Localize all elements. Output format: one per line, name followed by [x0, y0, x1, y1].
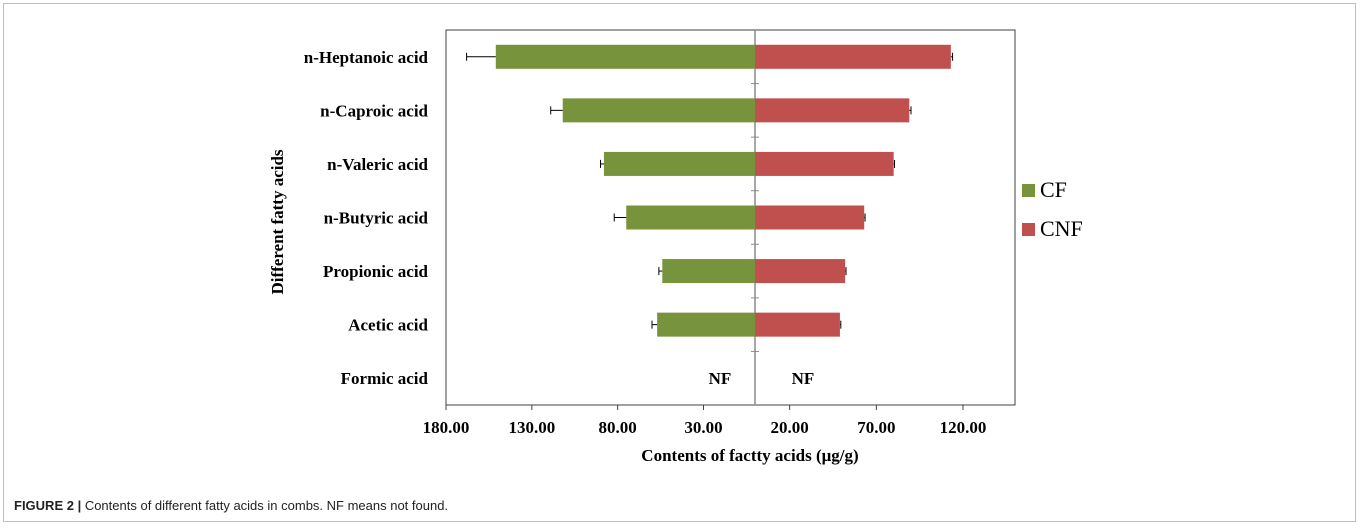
caption-text: Contents of different fatty acids in com… — [81, 498, 449, 513]
category-label: n-Valeric acid — [327, 155, 428, 174]
x-tick-label: 70.00 — [857, 418, 895, 437]
cnf-bar — [755, 205, 865, 230]
figure-frame — [3, 3, 1356, 522]
legend-cnf-label: CNF — [1040, 216, 1083, 241]
chart: n-Heptanoic acid n-Caproic acid n-Valeric … — [268, 29, 1083, 465]
x-tick-label: 20.00 — [771, 418, 809, 437]
category-label: n-Butyric acid — [324, 209, 429, 228]
cf-bar — [662, 259, 755, 284]
cf-not-found-label: NF — [709, 369, 732, 388]
x-tick-label: 120.00 — [940, 418, 987, 437]
cnf-bar — [755, 44, 951, 69]
cnf-bar — [755, 151, 894, 176]
x-axis-label: Contents of factty acids (μg/g) — [641, 446, 858, 465]
category-label: n-Heptanoic acid — [304, 48, 429, 67]
cnf-bar — [755, 312, 840, 337]
chart-layer: n-Heptanoic acid n-Caproic acid n-Valeric … — [304, 44, 1083, 437]
cf-bar — [495, 44, 755, 69]
legend-cnf-swatch — [1022, 223, 1035, 236]
y-axis-label: Different fatty acids — [268, 149, 287, 294]
cf-bar — [562, 98, 755, 123]
legend-cf-swatch — [1022, 184, 1035, 197]
category-label: Formic acid — [341, 369, 429, 388]
x-tick-label: 30.00 — [684, 418, 722, 437]
cnf-bar — [755, 98, 910, 123]
cnf-bar — [755, 259, 846, 284]
category-label: n-Caproic acid — [320, 101, 428, 120]
legend-cf-label: CF — [1040, 177, 1067, 202]
plot-area-border — [445, 29, 1016, 406]
cf-bar — [603, 151, 755, 176]
cf-bar — [657, 312, 755, 337]
category-label: Propionic acid — [323, 262, 429, 281]
x-tick-label: 130.00 — [508, 418, 555, 437]
category-label: Acetic acid — [348, 316, 428, 335]
figure-caption: FIGURE 2 | Contents of different fatty a… — [14, 498, 448, 513]
cf-bar — [626, 205, 755, 230]
cnf-not-found-label: NF — [792, 369, 815, 388]
caption-label: FIGURE 2 | — [14, 498, 82, 513]
x-tick-label: 80.00 — [599, 418, 637, 437]
x-tick-label: 180.00 — [423, 418, 470, 437]
